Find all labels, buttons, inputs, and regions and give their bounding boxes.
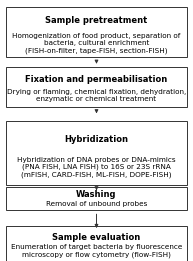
Text: Washing: Washing — [76, 190, 117, 199]
Text: Removal of unbound probes: Removal of unbound probes — [46, 200, 147, 206]
Text: Sample evaluation: Sample evaluation — [52, 233, 141, 241]
Bar — [6, 121, 187, 185]
Bar — [6, 226, 187, 261]
Text: Homogenization of food product, separation of
bacteria, cultural enrichment
(FIS: Homogenization of food product, separati… — [12, 33, 181, 54]
Text: Fixation and permeabilisation: Fixation and permeabilisation — [25, 75, 168, 84]
Bar — [6, 7, 187, 57]
Text: Drying or flaming, chemical fixation, dehydration,
enzymatic or chemical treatme: Drying or flaming, chemical fixation, de… — [7, 89, 186, 102]
Text: Enumeration of target bacteria by fluorescence
microscopy or flow cytometry (flo: Enumeration of target bacteria by fluore… — [11, 244, 182, 258]
Bar — [6, 67, 187, 107]
Text: Hybridization: Hybridization — [64, 135, 129, 144]
Bar — [6, 187, 187, 210]
Text: Sample pretreatment: Sample pretreatment — [45, 16, 148, 25]
Text: Hybridization of DNA probes or DNA-mimics
(PNA FISH, LNA FISH) to 16S or 23S rRN: Hybridization of DNA probes or DNA-mimic… — [17, 157, 176, 178]
